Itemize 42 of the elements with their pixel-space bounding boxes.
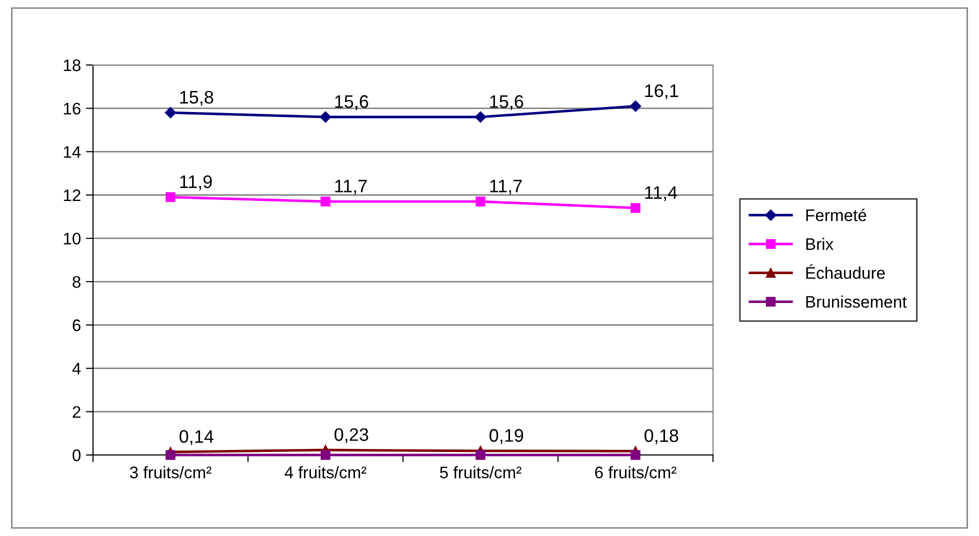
data-label: 11,7 bbox=[335, 180, 367, 195]
y-tick-label: 8 bbox=[72, 276, 80, 288]
point bbox=[630, 100, 642, 112]
data-label: 15,8 bbox=[180, 90, 214, 106]
data-label: 11,4 bbox=[645, 186, 678, 202]
x-tick-label: 3 fruits/cm² bbox=[130, 466, 212, 478]
data-label: 11,9 bbox=[180, 175, 212, 190]
data-label: 16,1 bbox=[645, 84, 678, 100]
point bbox=[320, 450, 330, 460]
x-tick-label: 6 fruits/cm² bbox=[595, 466, 676, 478]
point bbox=[320, 111, 332, 123]
legend-label: Échaudure bbox=[806, 264, 885, 279]
y-tick-label: 2 bbox=[72, 406, 80, 418]
point bbox=[164, 107, 176, 118]
y-tick-label: 14 bbox=[64, 146, 81, 158]
y-tick-label: 12 bbox=[64, 189, 80, 202]
data-label: 0,14 bbox=[180, 430, 214, 446]
data-label: 15,6 bbox=[335, 95, 368, 110]
point bbox=[166, 450, 176, 460]
y-tick-label: 0 bbox=[72, 449, 81, 462]
point bbox=[476, 196, 486, 206]
data-label: 0,23 bbox=[334, 428, 368, 444]
x-tick-label: 4 fruits/cm² bbox=[284, 466, 366, 478]
point bbox=[474, 111, 486, 123]
data-label: 0,18 bbox=[644, 429, 678, 444]
point bbox=[630, 450, 640, 460]
legend-label: Brunissement bbox=[806, 296, 907, 308]
data-label: 15,6 bbox=[490, 95, 524, 110]
x-tick-label: 5 fruits/cm² bbox=[440, 466, 522, 478]
y-tick-label: 10 bbox=[64, 232, 81, 245]
legend-label: Fermeté bbox=[806, 208, 866, 222]
y-tick-label: 18 bbox=[64, 59, 80, 72]
legend-label: Brix bbox=[806, 238, 834, 250]
point bbox=[630, 203, 640, 213]
point bbox=[320, 196, 330, 206]
data-label: 11,7 bbox=[490, 180, 522, 195]
y-tick-label: 4 bbox=[72, 362, 81, 374]
y-tick-label: 16 bbox=[64, 102, 80, 115]
point bbox=[476, 450, 486, 460]
y-tick-label: 6 bbox=[72, 319, 80, 332]
data-label: 0,19 bbox=[490, 429, 524, 444]
point bbox=[166, 192, 176, 202]
